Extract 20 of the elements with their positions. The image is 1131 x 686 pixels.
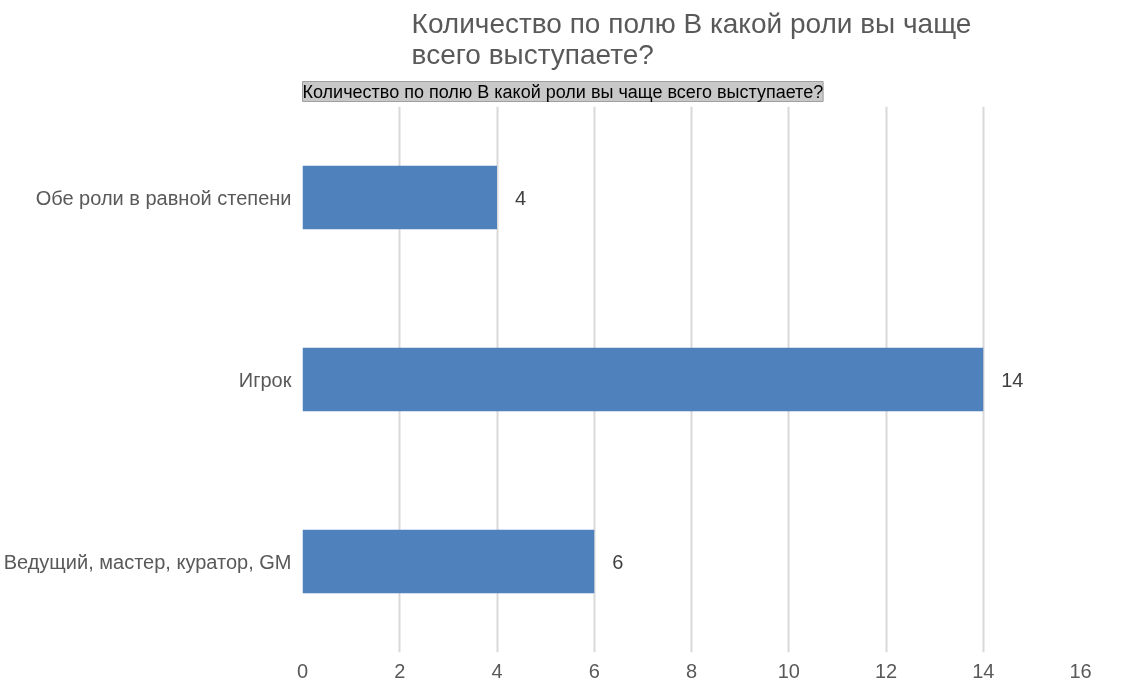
- x-tick-label: 16: [1069, 659, 1092, 682]
- data-label: 14: [1001, 368, 1024, 391]
- chart-title: Количество по полю В какой роли вы чаще всего выступаете?: [302, 81, 824, 102]
- bar: [302, 347, 984, 412]
- y-tick-label: Ведущий, мастер, куратор, GM: [3, 550, 292, 573]
- x-tick-label: 10: [777, 659, 800, 682]
- x-tick-label: 8: [685, 659, 698, 682]
- text: Количество по полю В какой роли вы чаще всего выступаете?: [411, 7, 972, 70]
- x-tick-label: 4: [491, 659, 503, 682]
- x-tick-label: 2: [394, 659, 406, 682]
- data-label: 6: [612, 550, 624, 573]
- y-tick-label: Обе роли в равной степени: [35, 186, 292, 209]
- x-tick-label: 0: [296, 659, 309, 682]
- bar: [302, 529, 595, 594]
- data-label: 4: [515, 186, 527, 209]
- x-tick-label: 6: [588, 659, 600, 682]
- x-tick-label: 12: [874, 659, 898, 682]
- y-tick-label: Игрок: [238, 368, 292, 391]
- bar: [302, 165, 497, 230]
- x-tick-label: 14: [972, 659, 995, 682]
